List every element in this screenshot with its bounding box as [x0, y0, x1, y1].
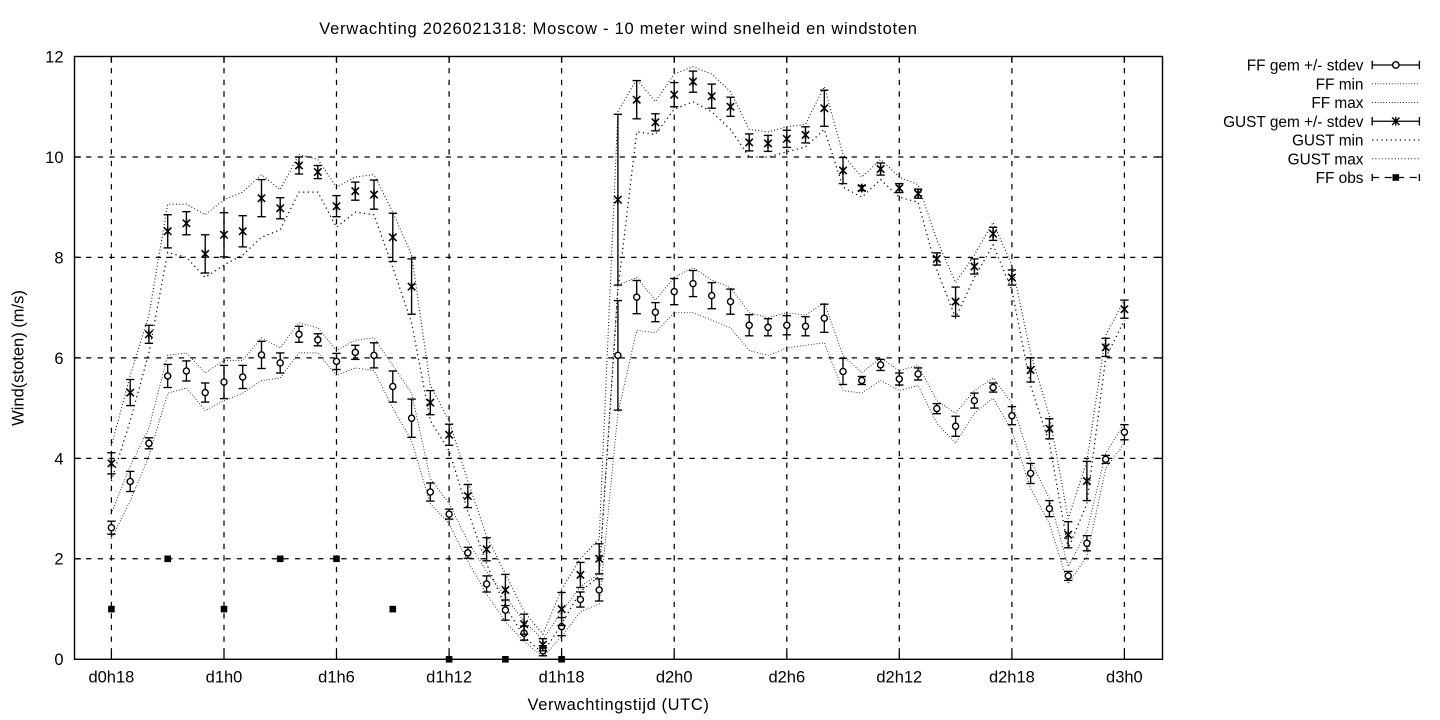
- svg-text:Wind(stoten) (m/s): Wind(stoten) (m/s): [10, 290, 28, 426]
- svg-text:2: 2: [54, 551, 63, 569]
- svg-text:Verwachtingstijd (UTC): Verwachtingstijd (UTC): [528, 696, 710, 714]
- svg-text:GUST gem +/- stdev: GUST gem +/- stdev: [1223, 114, 1364, 131]
- svg-text:10: 10: [45, 149, 63, 167]
- svg-text:0: 0: [54, 651, 63, 669]
- svg-text:Verwachting 2026021318: Moscow: Verwachting 2026021318: Moscow - 10 mete…: [319, 20, 917, 38]
- svg-text:FF gem +/- stdev: FF gem +/- stdev: [1247, 58, 1364, 75]
- svg-text:FF obs: FF obs: [1316, 170, 1364, 187]
- svg-text:d1h0: d1h0: [206, 669, 243, 687]
- svg-text:GUST min: GUST min: [1292, 133, 1364, 150]
- svg-text:d0h18: d0h18: [88, 669, 134, 687]
- svg-text:FF max: FF max: [1311, 95, 1363, 112]
- svg-text:d1h12: d1h12: [426, 669, 472, 687]
- svg-text:4: 4: [54, 450, 63, 468]
- svg-text:12: 12: [45, 48, 63, 66]
- svg-text:FF min: FF min: [1316, 76, 1364, 93]
- svg-text:d2h0: d2h0: [656, 669, 693, 687]
- svg-text:d2h6: d2h6: [768, 669, 805, 687]
- svg-text:d1h6: d1h6: [318, 669, 355, 687]
- svg-text:6: 6: [54, 350, 63, 368]
- svg-text:GUST max: GUST max: [1288, 151, 1364, 168]
- svg-text:d1h18: d1h18: [539, 669, 585, 687]
- svg-text:d2h12: d2h12: [876, 669, 922, 687]
- svg-text:d3h0: d3h0: [1106, 669, 1143, 687]
- svg-text:d2h18: d2h18: [989, 669, 1035, 687]
- svg-text:8: 8: [54, 249, 63, 267]
